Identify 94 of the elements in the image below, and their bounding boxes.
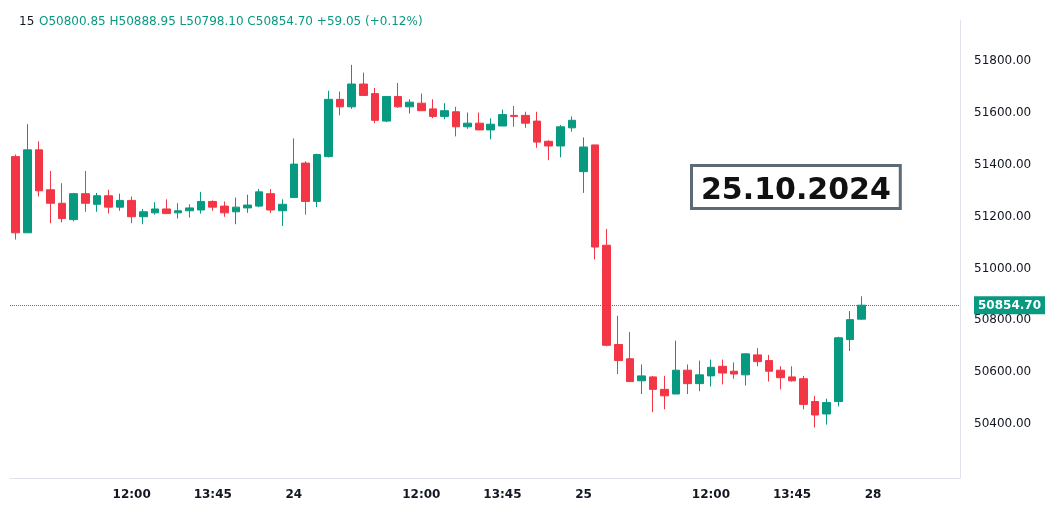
candlestick: [834, 336, 843, 407]
x-tick-label: 25: [575, 487, 592, 501]
candlestick: [266, 188, 275, 214]
x-tick-label: 12:00: [112, 487, 151, 501]
candlestick: [718, 359, 727, 385]
candlestick: [243, 194, 252, 214]
candlestick: [35, 140, 43, 198]
candlestick: [730, 361, 738, 380]
candlestick: [162, 198, 171, 215]
candlestick: [359, 72, 368, 96]
ref-line-label: 50854.70: [978, 298, 1042, 313]
candlestick: [220, 200, 229, 218]
candlestick: [440, 102, 449, 120]
y-tick-label: 51800.00: [974, 53, 1032, 68]
candlestick: [278, 198, 287, 227]
chart-title: 15: [19, 14, 35, 28]
annotation: 25.10.2024: [701, 170, 891, 206]
candlestick: [197, 191, 205, 215]
candlestick: [104, 189, 113, 215]
candlestick: [568, 115, 576, 133]
candlestick: [255, 188, 263, 208]
x-tick-label: 13:45: [772, 487, 812, 501]
y-tick-label: 51000.00: [974, 260, 1032, 275]
candlestick: [811, 395, 819, 428]
candlestick: [521, 111, 530, 129]
y-tick-label: 50800.00: [974, 312, 1032, 327]
chart-subtitle: O50800.85 H50888.95 L50798.10 C50854.70 +59.05 (+0.12%): [39, 14, 423, 28]
candlestick: [799, 375, 808, 410]
candlestick: [58, 182, 66, 223]
candlestick: [46, 170, 55, 224]
candlestick: [23, 123, 32, 234]
candlestick: [591, 144, 599, 260]
y-tick-label: 51200.00: [974, 208, 1032, 223]
candlestick: [11, 154, 20, 241]
candlestick: [753, 347, 762, 367]
candlestick: [185, 203, 194, 219]
candlestick: [602, 228, 611, 347]
candlestick: [695, 360, 704, 392]
candlestick: [394, 82, 402, 109]
candlestick: [371, 87, 379, 124]
candlestick: [660, 375, 669, 410]
y-tick-label: 50600.00: [974, 364, 1032, 379]
candlestick: [486, 117, 495, 140]
candlestick: [626, 331, 634, 383]
x-tick-label: 28: [864, 487, 882, 501]
candlestick: [324, 90, 333, 158]
y-tick-label: 51600.00: [974, 105, 1032, 120]
x-tick-label: 24: [285, 487, 303, 501]
candlestick: [672, 340, 680, 395]
candlestick: [776, 365, 785, 390]
candlestick: [127, 196, 136, 224]
candlestick: [208, 199, 217, 212]
candlestick: [174, 202, 182, 220]
candlestick: [510, 105, 518, 128]
candlestick: [93, 192, 101, 213]
y-tick-label: 50400.00: [974, 416, 1032, 431]
x-tick-label: 13:45: [483, 487, 522, 501]
candlestick: [556, 124, 565, 158]
candlestick: [741, 352, 750, 386]
candlestick: [429, 98, 437, 119]
candlestick: [452, 106, 460, 137]
candlestick: [579, 136, 588, 194]
candlestick: [347, 64, 356, 110]
candlestick: [382, 95, 391, 123]
candlestick: [336, 91, 344, 116]
candlestick: [788, 365, 796, 383]
x-tick-label: 12:00: [691, 487, 731, 501]
candlestick: [301, 160, 310, 216]
candlestick: [313, 153, 321, 208]
candlestick: [498, 109, 507, 127]
candlestick: [475, 112, 484, 131]
candlestick: [765, 354, 773, 383]
x-tick-label: 13:45: [193, 487, 232, 501]
candlestick: [683, 363, 692, 395]
candlestick: [544, 139, 553, 161]
candlestick: [614, 315, 623, 375]
y-tick-label: 51400.00: [974, 156, 1032, 171]
candlestick: [649, 375, 657, 413]
candlestick: [405, 98, 414, 115]
candlestick: [707, 359, 715, 387]
candlestick: [290, 137, 298, 199]
candlestick: [139, 208, 148, 225]
candlestick: [822, 398, 831, 426]
candlestick: [417, 93, 426, 112]
candlestick: [463, 112, 472, 130]
candlestick: [533, 111, 541, 149]
candlestick: [151, 201, 159, 216]
candlestick: [637, 363, 646, 395]
x-tick-label: 12:00: [402, 487, 441, 501]
candlestick: [81, 170, 90, 213]
candlestick: [116, 193, 124, 212]
candlestick: [69, 192, 78, 222]
candlestick: [232, 197, 240, 225]
candlestick: [846, 310, 854, 352]
